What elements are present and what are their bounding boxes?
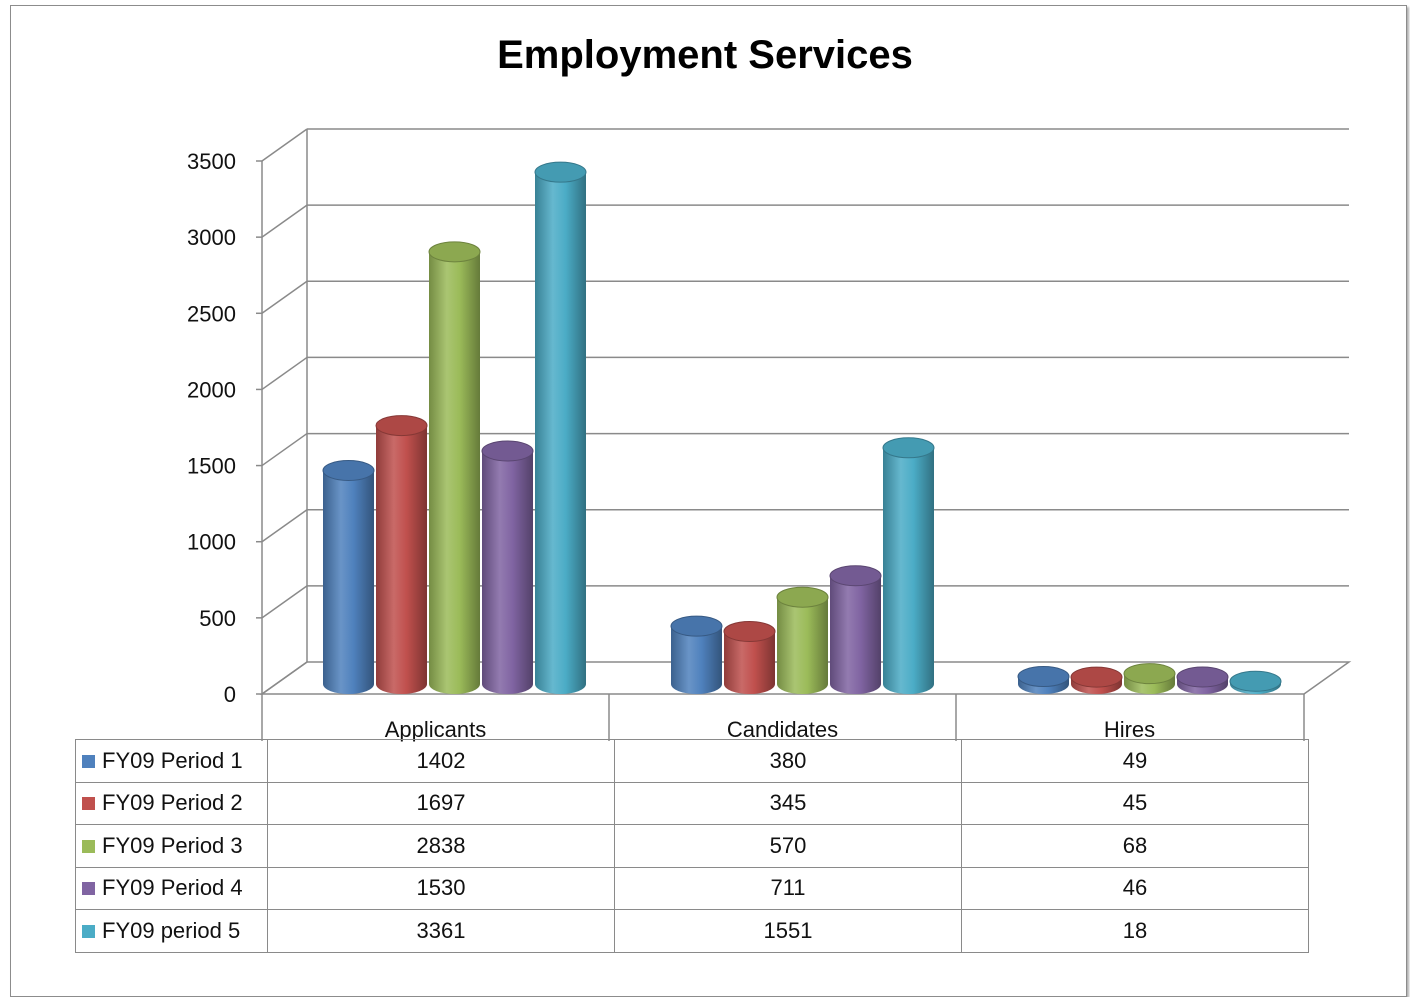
x-category-label: Candidates [727,717,838,742]
table-row: FY09 Period 3 2838 570 68 [75,824,1309,868]
gridline-side [261,280,308,314]
legend-entry: FY09 Period 2 [75,781,268,825]
gridline-side [261,204,308,238]
legend-swatch [82,924,95,938]
bar-top [1123,663,1176,685]
bar-top [1229,670,1282,692]
y-tick-label: 1000 [187,530,236,555]
data-label: 1530 [267,866,615,910]
legend-swatch [82,797,95,811]
y-tick-label: 3500 [187,149,236,174]
bar-top [670,615,723,637]
gridline-side [261,585,308,619]
legend-label: FY09 Period 3 [102,832,243,858]
x-category-label: Hires [1104,717,1155,742]
bar-applicants-series-2 [376,425,427,694]
bar-top [1176,666,1229,688]
y-tick-label: 3000 [187,225,236,250]
bar-top [375,415,428,437]
bar-candidates-series-1 [671,626,722,694]
data-label: 45 [961,781,1309,825]
y-tick-label: 2500 [187,301,236,326]
data-label: 1402 [267,739,615,783]
table-row: FY09 period 5 3361 1551 18 [75,909,1309,953]
bar-top [1017,666,1070,688]
y-tick-label: 2000 [187,377,236,402]
legend-entry: FY09 Period 4 [75,866,268,910]
table-row: FY09 Period 4 1530 711 46 [75,866,1309,910]
data-label: 570 [614,824,962,868]
data-table: FY09 Period 1 1402 380 49 FY09 Period 2 1697 3… [75,739,1309,953]
data-label: 3361 [267,909,615,953]
y-tick-label: 500 [199,606,236,631]
data-label: 711 [614,866,962,910]
legend-entry: FY09 Period 1 [75,739,268,783]
x-category-label: Applicants [385,717,487,742]
legend-entry: FY09 Period 3 [75,824,268,868]
data-label: 380 [614,739,962,783]
bar-top [534,161,587,183]
gridline-side [261,356,308,391]
data-label: 46 [961,866,1309,910]
legend-swatch [82,882,95,896]
bar-applicants-series-1 [323,470,374,694]
bar-candidates-series-5 [883,447,934,694]
bar-applicants-series-4 [482,451,533,694]
bar-candidates-series-3 [777,597,828,694]
legend-swatch [82,839,95,853]
bar-applicants-series-5 [535,172,586,694]
bar-top [723,620,776,642]
bar-applicants-series-3 [429,251,480,694]
bar-top [428,241,481,263]
data-label: 18 [961,909,1309,953]
table-row: FY09 Period 2 1697 345 45 [75,781,1309,825]
bar-top [1070,666,1123,688]
data-label: 68 [961,824,1309,868]
gridline-side [261,509,308,543]
legend-entry: FY09 period 5 [75,909,268,953]
legend-label: FY09 Period 4 [102,875,243,901]
chart-title: Employment Services [497,33,913,77]
bar-top [481,440,534,462]
gridline-side [261,432,308,467]
data-label: 1551 [614,909,962,953]
legend-label: FY09 period 5 [102,917,241,943]
legend-label: FY09 Period 2 [102,790,243,816]
y-tick-label: 0 [224,682,236,707]
data-label: 1697 [267,781,615,825]
bar-top [882,437,935,459]
bar-top [322,459,375,481]
table-row: FY09 Period 1 1402 380 49 [75,739,1309,783]
gridline-side [261,661,308,695]
bar-top [776,586,829,608]
data-label: 2838 [267,824,615,868]
bar-candidates-series-2 [724,631,775,694]
legend-swatch [82,754,95,768]
y-tick-label: 1500 [187,454,236,479]
legend-label: FY09 Period 1 [102,747,243,773]
data-label: 345 [614,781,962,825]
bar-candidates-series-4 [830,575,881,694]
gridline-side [261,128,308,162]
data-label: 49 [961,739,1309,783]
bar-top [829,565,882,587]
